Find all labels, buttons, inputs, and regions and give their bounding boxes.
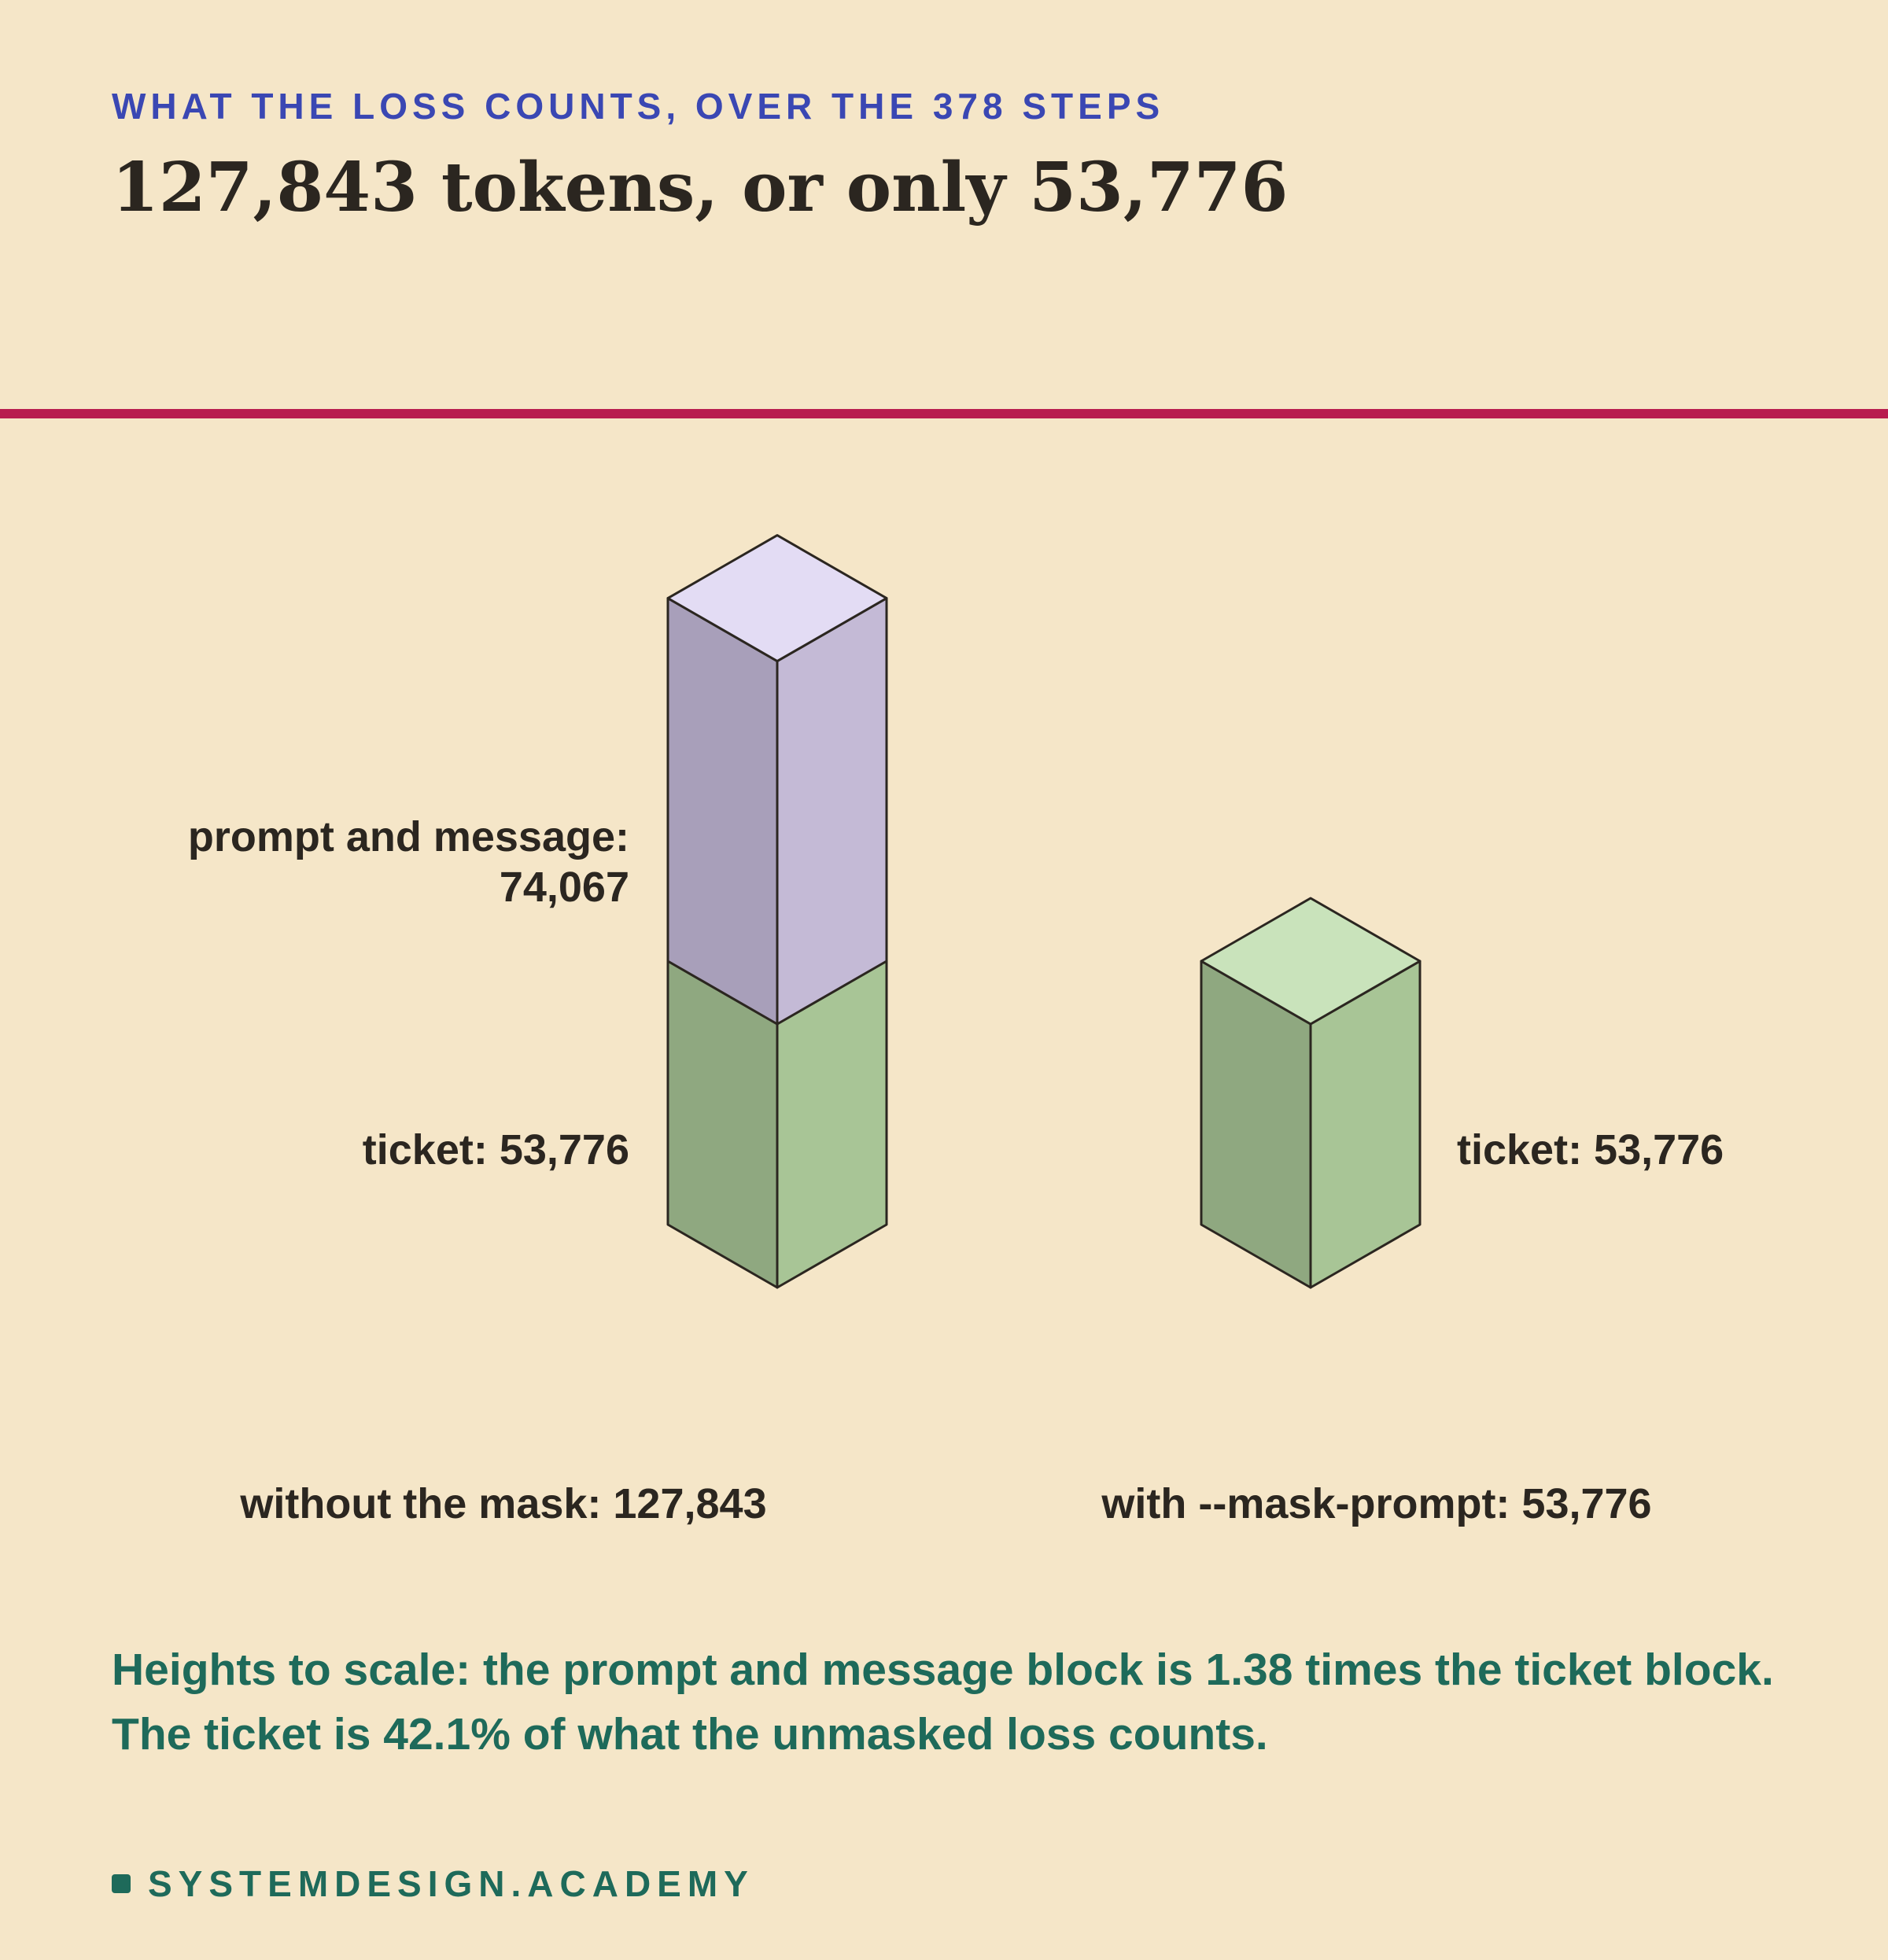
divider-rule — [0, 409, 1888, 418]
bar-unmasked-prompt-right-face — [776, 597, 888, 1026]
brand-name: SYSTEMDESIGN.ACADEMY — [148, 1863, 754, 1904]
chart-headline: 127,843 tokens, or only 53,776 — [112, 148, 1289, 227]
prompt-label-line2: 74,067 — [500, 864, 629, 911]
brand-square-icon — [112, 1874, 131, 1893]
chart-kicker: WHAT THE LOSS COUNTS, OVER THE 378 STEPS — [112, 86, 1165, 127]
prompt-label-line1: prompt and message: — [188, 813, 629, 860]
ticket-label-right: ticket: 53,776 — [1457, 1126, 1724, 1173]
ticket-label-left: ticket: 53,776 — [363, 1126, 629, 1173]
brand: SYSTEMDESIGN.ACADEMY — [112, 1862, 754, 1905]
explanation-note: Heights to scale: the prompt and message… — [112, 1645, 1774, 1759]
bar-unmasked-prompt-top-face — [666, 534, 888, 663]
category-label-unmasked: without the mask: 127,843 — [239, 1480, 766, 1527]
category-label-masked: with --mask-prompt: 53,776 — [1101, 1480, 1651, 1527]
bar-unmasked-prompt-left-face — [666, 597, 779, 1026]
bar-masked-ticket-top-face — [1200, 897, 1422, 1026]
bar-group — [666, 534, 1422, 1289]
